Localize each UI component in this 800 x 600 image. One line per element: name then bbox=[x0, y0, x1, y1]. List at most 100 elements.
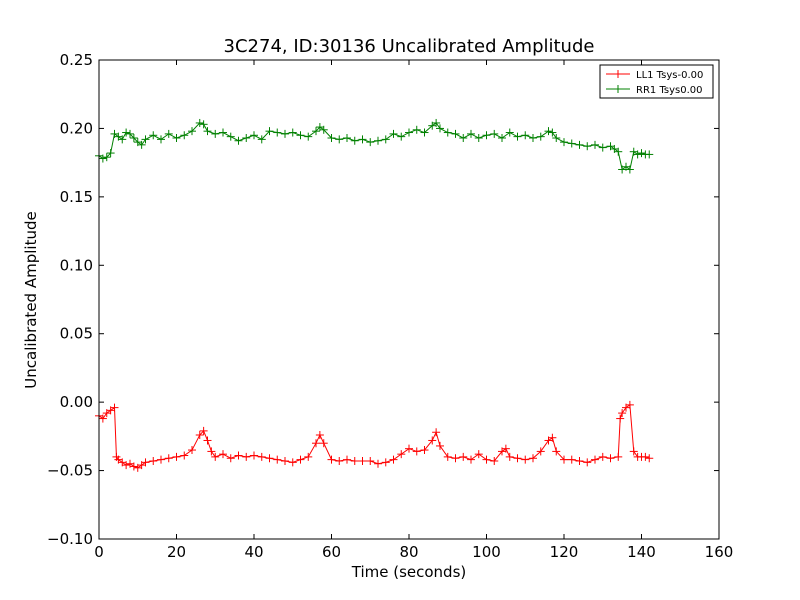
x-tick-label: 100 bbox=[472, 543, 501, 561]
data-point bbox=[598, 452, 607, 461]
data-point bbox=[498, 134, 506, 143]
data-point bbox=[288, 128, 297, 137]
data-point bbox=[513, 454, 522, 463]
data-point bbox=[358, 135, 367, 144]
data-point bbox=[428, 436, 437, 445]
data-point bbox=[505, 128, 514, 137]
legend-label-ll1: LL1 Tsys-0.00 bbox=[636, 70, 703, 81]
data-point bbox=[102, 153, 111, 162]
data-point bbox=[110, 403, 119, 412]
data-point bbox=[505, 452, 514, 461]
legend-box bbox=[599, 64, 714, 99]
data-point bbox=[242, 452, 251, 461]
x-tick-label: 80 bbox=[399, 543, 418, 561]
data-point bbox=[482, 455, 491, 464]
data-point bbox=[141, 458, 150, 467]
data-point bbox=[606, 454, 615, 463]
y-tick-label: 0.10 bbox=[60, 256, 93, 274]
legend-label-rr1: RR1 Tsys0.00 bbox=[636, 85, 703, 96]
data-point bbox=[412, 125, 421, 134]
data-point bbox=[234, 451, 243, 460]
legend-marker-0 bbox=[614, 70, 622, 78]
data-point bbox=[443, 452, 452, 461]
x-tick-label: 20 bbox=[167, 543, 186, 561]
data-point bbox=[288, 458, 297, 467]
data-point bbox=[591, 140, 599, 149]
data-point bbox=[98, 414, 107, 423]
data-point bbox=[374, 459, 382, 468]
data-point bbox=[219, 128, 227, 137]
data-point bbox=[552, 134, 561, 143]
data-point bbox=[122, 461, 131, 470]
data-point bbox=[281, 129, 289, 138]
data-point bbox=[242, 134, 251, 143]
data-point bbox=[199, 120, 208, 129]
data-point bbox=[366, 138, 375, 147]
data-point bbox=[405, 128, 413, 137]
data-point bbox=[273, 455, 282, 464]
data-point bbox=[203, 436, 212, 445]
data-point bbox=[575, 456, 584, 465]
data-point bbox=[548, 128, 557, 137]
chart-title: 3C274, ID:30136 Uncalibrated Amplitude bbox=[224, 36, 595, 57]
data-point bbox=[304, 132, 313, 141]
data-point bbox=[149, 131, 158, 140]
data-point bbox=[129, 134, 138, 143]
legend: LL1 Tsys-0.00 RR1 Tsys0.00 bbox=[599, 64, 714, 99]
data-point bbox=[374, 136, 382, 145]
y-ticks: −0.10 −0.05 0.00 0.05 0.10 0.15 0.20 0.25 bbox=[47, 51, 719, 548]
data-point bbox=[188, 127, 196, 136]
data-point bbox=[319, 125, 328, 134]
y-tick-label: 0.00 bbox=[60, 393, 93, 411]
data-point bbox=[118, 135, 127, 144]
data-point bbox=[552, 447, 561, 456]
x-tick-label: 60 bbox=[322, 543, 341, 561]
data-point bbox=[343, 455, 351, 464]
data-point bbox=[219, 450, 227, 459]
data-point bbox=[312, 127, 320, 136]
data-point bbox=[443, 128, 452, 137]
data-point bbox=[474, 134, 483, 143]
data-point bbox=[474, 450, 483, 459]
data-point bbox=[567, 455, 576, 464]
data-point bbox=[459, 134, 468, 143]
data-point bbox=[149, 456, 158, 465]
x-axis-label: Time (seconds) bbox=[351, 563, 467, 581]
y-tick-label: 0.15 bbox=[60, 188, 93, 206]
plot-series bbox=[95, 118, 654, 472]
data-point bbox=[199, 426, 208, 435]
data-point bbox=[467, 455, 475, 464]
data-point bbox=[265, 454, 274, 463]
data-point bbox=[315, 430, 324, 439]
data-point bbox=[172, 134, 181, 143]
data-point bbox=[195, 430, 204, 439]
data-point bbox=[567, 139, 576, 148]
data-point bbox=[412, 447, 421, 456]
data-point bbox=[296, 455, 305, 464]
data-point bbox=[513, 132, 522, 141]
data-point bbox=[560, 455, 568, 464]
data-point bbox=[501, 444, 510, 453]
data-point bbox=[436, 124, 444, 133]
data-point bbox=[618, 409, 627, 418]
data-point bbox=[327, 134, 336, 143]
data-point bbox=[405, 444, 413, 453]
data-point bbox=[451, 454, 460, 463]
data-point bbox=[490, 456, 499, 465]
data-point bbox=[211, 452, 220, 461]
data-point bbox=[273, 128, 282, 137]
data-point bbox=[126, 129, 134, 138]
data-point bbox=[389, 129, 398, 138]
data-point bbox=[296, 131, 305, 140]
y-tick-label: 0.05 bbox=[60, 325, 93, 343]
data-point bbox=[106, 149, 115, 158]
data-point bbox=[521, 131, 530, 140]
data-point bbox=[521, 455, 530, 464]
y-tick-label: −0.05 bbox=[47, 462, 93, 480]
x-tick-label: 40 bbox=[244, 543, 263, 561]
data-point bbox=[327, 455, 336, 464]
data-point bbox=[633, 150, 642, 159]
data-point bbox=[137, 140, 146, 149]
data-point bbox=[381, 458, 390, 467]
data-point bbox=[420, 128, 429, 137]
